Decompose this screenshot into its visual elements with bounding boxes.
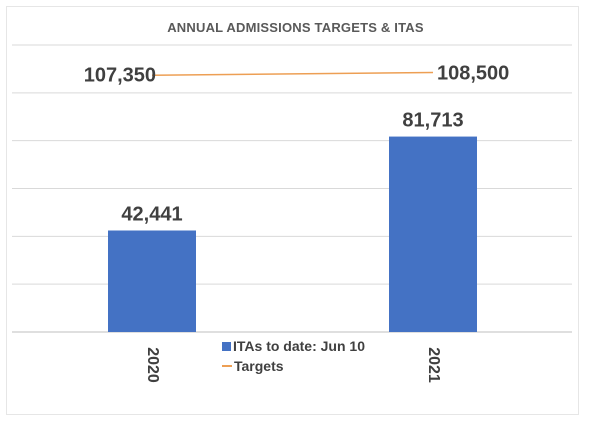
chart-legend: ITAs to date: Jun 10 Targets [222, 336, 365, 376]
chart-title: ANNUAL ADMISSIONS TARGETS & ITAS [167, 20, 424, 35]
bar-2021 [389, 136, 477, 332]
legend-item-itas: ITAs to date: Jun 10 [222, 336, 365, 356]
x-tick-label-2021: 2021 [425, 347, 442, 383]
legend-swatch-itas [222, 341, 231, 351]
legend-item-targets: Targets [222, 356, 365, 376]
legend-label-itas: ITAs to date: Jun 10 [233, 338, 365, 354]
bar-data-label-2021: 81,713 [402, 110, 463, 132]
targets-line [151, 71, 434, 77]
targets-data-label-2020: 107,350 [84, 64, 156, 86]
bar-data-label-2020: 42,441 [121, 203, 182, 225]
targets-data-label-2021: 108,500 [437, 63, 509, 85]
x-tick-label-2020: 2020 [144, 347, 161, 383]
legend-label-targets: Targets [234, 358, 284, 374]
bar-2020 [108, 230, 196, 332]
legend-swatch-targets [222, 365, 232, 367]
